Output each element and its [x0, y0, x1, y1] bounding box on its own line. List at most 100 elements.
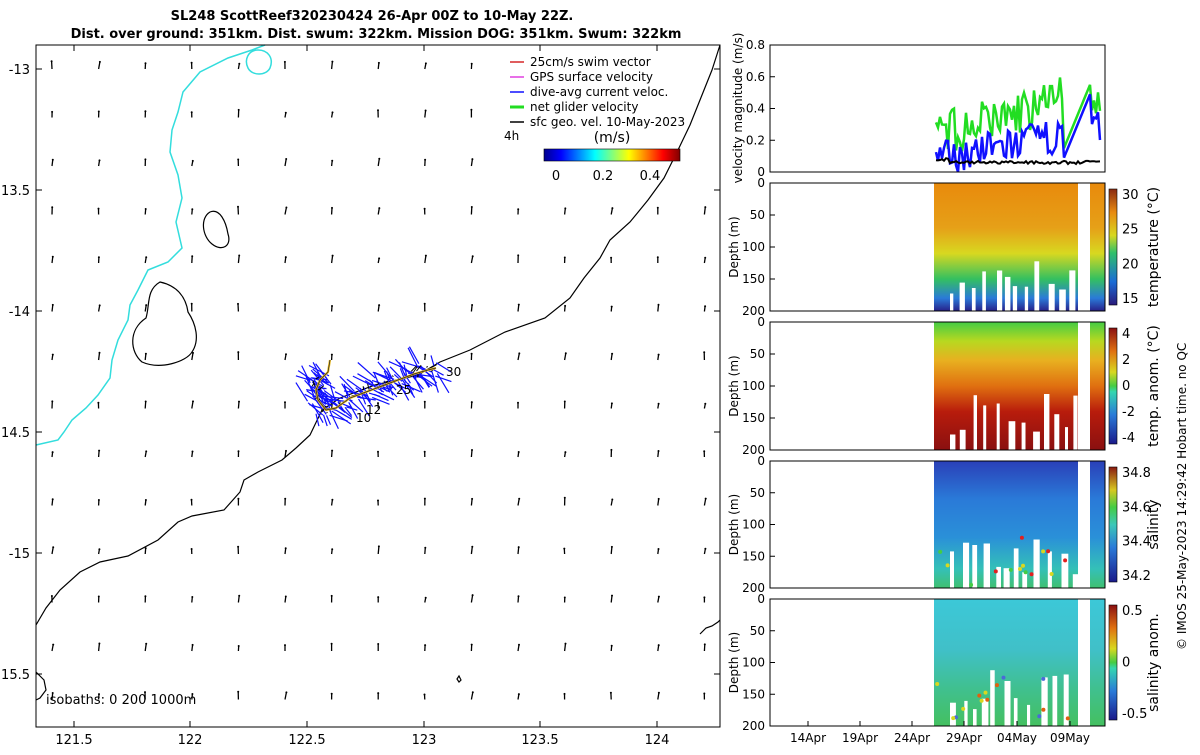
velocity-arrow-head [563, 548, 565, 550]
velocity-arrow-head [564, 305, 566, 307]
velocity-arrow-head [378, 352, 380, 354]
depth-tick-label: 200 [742, 719, 765, 733]
colorbar-tick-label: 4 [1122, 327, 1130, 342]
velocity-tick-label: 0 [757, 165, 765, 179]
velocity-arrow [658, 305, 659, 312]
track-day-label: 30 [446, 365, 461, 379]
velocity-arrow [471, 547, 472, 554]
profile-spot [935, 682, 939, 686]
velocity-arrow-head [52, 644, 54, 646]
velocity-arrow [611, 547, 612, 554]
velocity-arrow-head [238, 595, 240, 597]
profile-data-block-2 [1090, 322, 1105, 450]
velocity-arrow-head [98, 499, 100, 501]
velocity-arrow-head [611, 546, 613, 548]
velocity-arrow-head [704, 643, 706, 645]
colorbar-title: (m/s) [594, 130, 631, 146]
legend-4h-label: 4h [504, 129, 519, 143]
time-tick-label: 04May [997, 731, 1037, 745]
profile-spot [1024, 570, 1028, 574]
velocity-arrow-head [565, 643, 567, 645]
velocity-arrow-head [471, 63, 473, 65]
net-vector [426, 367, 428, 368]
figure-title-line1: SL248 ScottReef320230424 26-Apr 00Z to 1… [171, 9, 574, 24]
profile-spot [1050, 572, 1054, 576]
legend-label: net glider velocity [530, 100, 638, 114]
velocity-arrow-head [704, 257, 706, 259]
footer-credit: © IMOS 25-May-2023 14:29:42 Hobart time.… [1175, 343, 1189, 650]
colorbar-tick-label: 25 [1122, 223, 1139, 238]
velocity-arrow [704, 207, 705, 214]
velocity-arrow-head [332, 111, 334, 113]
velocity-arrow [145, 402, 146, 409]
velocity-arrow-head [52, 256, 54, 258]
depth-axis-label: Depth (m) [727, 632, 741, 693]
velocity-arrow-head [611, 306, 613, 308]
profile-gap [950, 294, 953, 312]
velocity-arrow-head [191, 62, 193, 64]
velocity-arrow-head [331, 499, 333, 501]
colorbar-label: salinity [1146, 499, 1162, 549]
velocity-arrow [518, 305, 519, 312]
profile-gap [1059, 290, 1066, 312]
colorbar-tick-label: 0 [552, 169, 560, 184]
profile-panel-2 [770, 322, 1117, 450]
velocity-arrow-head [51, 60, 53, 62]
velocity-arrow-head [238, 401, 240, 403]
legend-label: GPS surface velocity [530, 70, 653, 84]
velocity-arrow-head [517, 254, 519, 256]
velocity-arrow-head [331, 450, 333, 452]
profile-gap [960, 283, 965, 311]
velocity-arrow-head [98, 450, 100, 452]
profile-gap [1053, 676, 1058, 726]
profile-spot [1046, 549, 1050, 553]
profile-spot [1041, 549, 1045, 553]
velocity-arrow-head [658, 403, 660, 405]
velocity-tick-label: 0.4 [746, 102, 765, 116]
velocity-arrow-head [285, 158, 287, 160]
profile-gap [1041, 677, 1047, 726]
colorbar-tick-label: 0.2 [593, 169, 614, 184]
profile-data-block-2 [1090, 183, 1105, 311]
velocity-arrow-head [703, 450, 705, 452]
velocity-arrow-head [98, 596, 100, 598]
velocity-arrow-head [517, 402, 519, 404]
profile-spot [985, 698, 989, 702]
velocity-arrow-head [99, 304, 101, 306]
map-x-tick-label: 123 [412, 733, 437, 748]
depth-tick-label: 50 [750, 486, 765, 500]
figure-title-line2: Dist. over ground: 351km. Dist. swum: 32… [71, 27, 682, 42]
profile-gap [973, 709, 977, 726]
velocity-arrow [238, 256, 239, 264]
depth-tick-label: 0 [757, 454, 765, 468]
velocity-arrow-head [704, 305, 706, 307]
velocity-arrow-head [284, 644, 286, 646]
profile-spot [1021, 564, 1025, 568]
velocity-arrow-head [52, 451, 54, 453]
depth-tick-label: 100 [742, 379, 765, 393]
profile-spot [984, 691, 988, 695]
velocity-arrow-head [564, 401, 566, 403]
profile-colorbar [1109, 605, 1117, 720]
velocity-arrow-head [191, 548, 193, 550]
profile-gap [1054, 414, 1059, 450]
velocity-arrow-head [471, 498, 473, 500]
velocity-arrow-head [657, 207, 659, 209]
profile-spot [951, 716, 955, 720]
velocity-tick-label: 0.6 [746, 70, 765, 84]
velocity-arrow-head [377, 643, 379, 645]
map-x-tick-label: 122 [178, 733, 203, 748]
profile-gap [1004, 568, 1010, 588]
velocity-arrow-head [424, 354, 426, 356]
velocity-arrow-head [658, 354, 660, 356]
profile-gap [1033, 432, 1040, 450]
velocity-arrow-head [611, 595, 613, 597]
velocity-arrow-head [518, 644, 520, 646]
speed-colorbar [544, 149, 680, 161]
velocity-arrow-head [98, 256, 100, 258]
map-x-tick-label: 123.5 [521, 733, 558, 748]
profile-colorbar [1109, 328, 1117, 444]
profile-gap [1034, 261, 1039, 311]
velocity-arrow-head [377, 596, 379, 598]
velocity-arrow-head [424, 208, 426, 210]
